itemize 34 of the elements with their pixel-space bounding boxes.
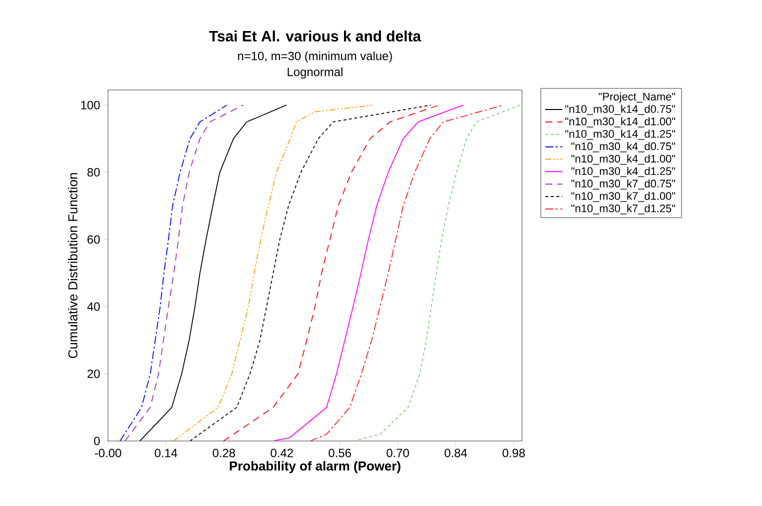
legend-label: "n10_m30_k14_d0.75" <box>565 104 676 115</box>
chart-subtitle: n=10, m=30 (minimum value) <box>238 51 392 63</box>
y-tick-label: 20 <box>88 370 100 378</box>
y-tick-label: 100 <box>81 100 100 110</box>
x-tick-label: 0.84 <box>444 448 468 458</box>
legend-label: "n10_m30_k14_d1.25" <box>565 130 676 140</box>
x-tick-label: 0.28 <box>212 448 236 458</box>
x-tick-label: 0.70 <box>386 448 409 458</box>
x-axis-title: Probability of alarm (Power) <box>230 461 400 474</box>
legend-title: "Project_Name" <box>598 92 676 103</box>
line-series <box>223 104 440 441</box>
x-tick-label: 0.42 <box>270 448 293 458</box>
x-tick-label: -0.00 <box>94 448 122 458</box>
legend-label: "n10_m30_k4_d0.75" <box>571 142 676 152</box>
chart-title: Tsai Et Al. various k and delta <box>209 30 422 42</box>
legend-label: "n10_m30_k7_d1.25" <box>571 204 676 214</box>
legend-label: "n10_m30_k14_d1.00" <box>565 117 676 128</box>
text: Lognormal <box>288 67 342 79</box>
x-tick-label: 0.56 <box>328 448 351 458</box>
legend-label: "n10_m30_k4_d1.00" <box>571 154 676 165</box>
line-series <box>120 104 228 441</box>
line-series <box>172 104 374 441</box>
legend-label: "n10_m30_k7_d1.00" <box>571 192 676 202</box>
y-axis-title: Cumulative Distribution Function <box>68 173 78 358</box>
line-series <box>352 104 520 441</box>
legend-label: "n10_m30_k7_d0.75" <box>571 179 676 190</box>
line-series <box>272 104 464 441</box>
y-tick-label: 60 <box>88 235 100 244</box>
y-tick-label: 80 <box>87 168 100 176</box>
x-tick-label: 0.98 <box>502 448 525 458</box>
x-tick-label: 0.14 <box>154 448 178 458</box>
y-tick-label: 0 <box>94 436 100 446</box>
legend-label: "n10_m30_k4_d1.25" <box>571 166 676 178</box>
y-tick-label: 40 <box>87 302 100 311</box>
